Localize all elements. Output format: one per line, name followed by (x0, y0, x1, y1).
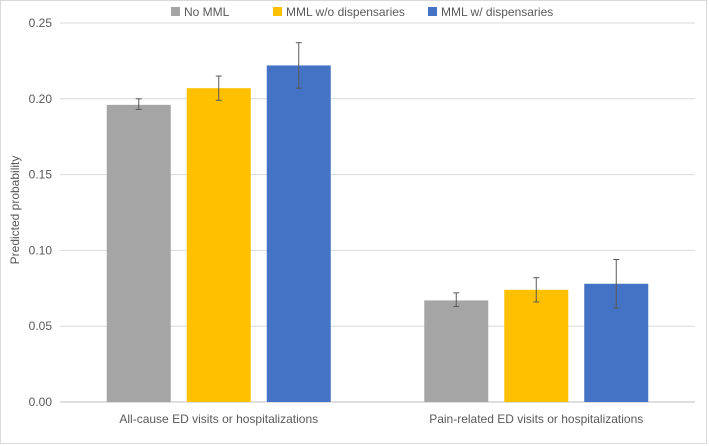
y-tick-label: 0.00 (29, 395, 53, 409)
legend-swatch (428, 7, 437, 16)
bar (106, 104, 171, 402)
x-category-label: All-cause ED visits or hospitalizations (119, 412, 318, 426)
x-category-label: Pain-related ED visits or hospitalizatio… (429, 412, 643, 426)
legend-swatch (171, 7, 180, 16)
y-tick-labels: 0.00 0.05 0.10 0.15 0.20 0.25 (29, 16, 53, 409)
bar (504, 289, 569, 402)
legend-label: No MML (184, 5, 230, 19)
legend-label: MML w/ dispensaries (441, 5, 553, 19)
bars (106, 65, 649, 403)
y-tick-label: 0.15 (29, 168, 53, 182)
legend-label: MML w/o dispensaries (286, 5, 405, 19)
legend: No MML MML w/o dispensaries MML w/ dispens… (171, 5, 553, 19)
legend-swatch (273, 7, 282, 16)
error-bars (135, 42, 620, 309)
x-category-labels: All-cause ED visits or hospitalizations P… (119, 412, 643, 426)
y-tick-label: 0.20 (29, 92, 53, 106)
bar (186, 88, 251, 403)
bar (266, 65, 331, 402)
y-axis-title: Predicted probability (8, 156, 22, 265)
y-tick-label: 0.25 (29, 16, 53, 30)
y-tick-label: 0.10 (29, 243, 53, 257)
bar (424, 300, 489, 402)
y-tick-label: 0.05 (29, 319, 53, 333)
